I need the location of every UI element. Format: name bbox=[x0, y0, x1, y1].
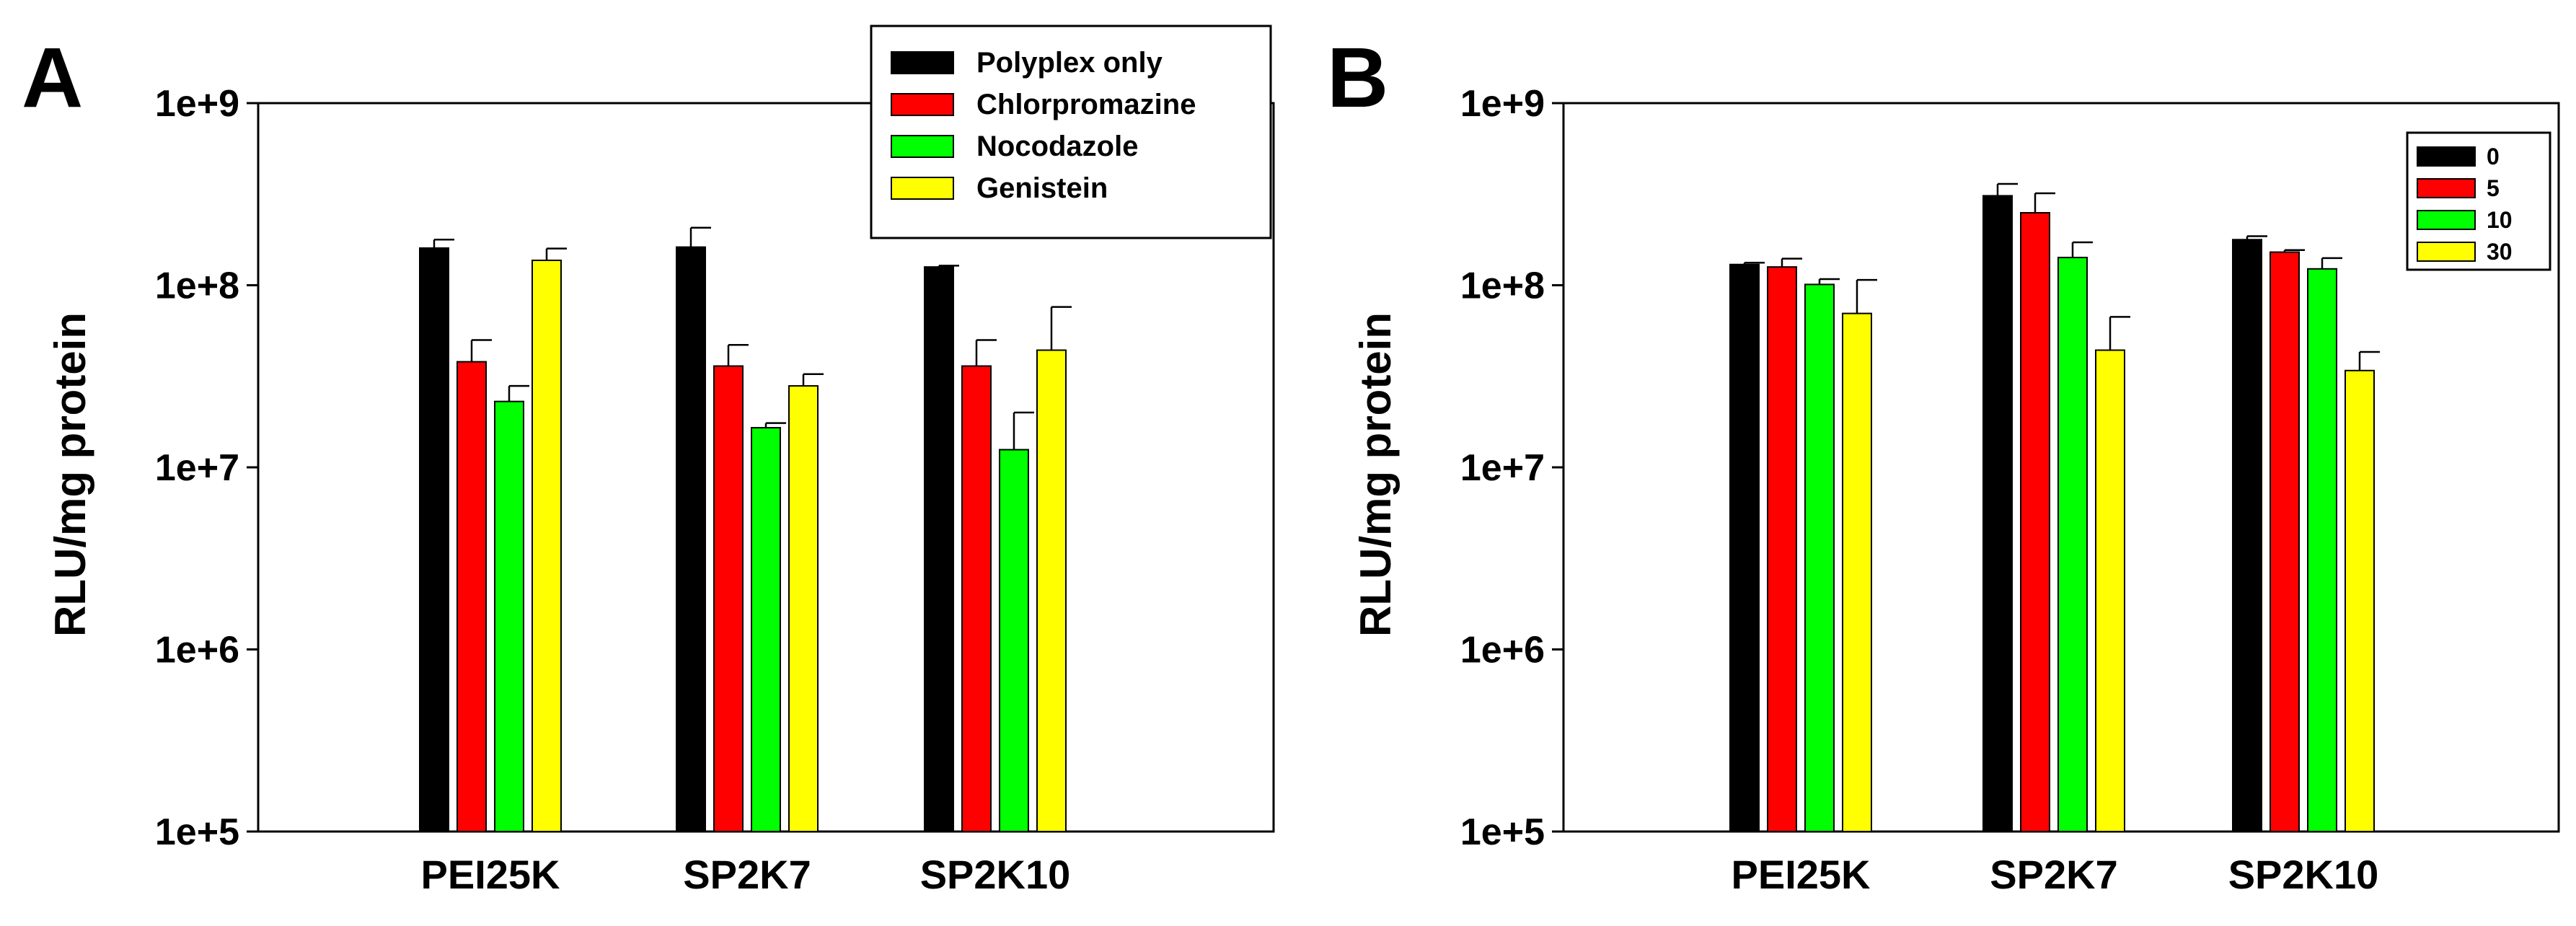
panel-b-bar bbox=[2232, 239, 2262, 833]
panel-b-legend-swatch bbox=[2417, 210, 2476, 230]
panel-a-y-tick-label: 1e+7 bbox=[155, 447, 239, 489]
panel-a: A RLU/mg protein 1e+5 1e+6 1e+7 1e+8 1e+9 PE… bbox=[22, 25, 1275, 897]
panel-a-category-label: SP2K10 bbox=[920, 852, 1071, 897]
panel-a-legend-swatch bbox=[891, 51, 954, 74]
panel-a-legend-label: Chlorpromazine bbox=[976, 89, 1196, 120]
panel-b-bars bbox=[1729, 182, 2380, 833]
panel-b-bar bbox=[1729, 263, 1760, 832]
panel-b-category-label: SP2K10 bbox=[2228, 852, 2379, 897]
panel-b-legend-swatch bbox=[2417, 178, 2476, 198]
panel-b-legend: 0 5 10 30 bbox=[2406, 131, 2551, 271]
panel-b-bar bbox=[2057, 257, 2088, 832]
panel-b-error-bar bbox=[1781, 257, 1802, 268]
panel-a-bars bbox=[419, 226, 1072, 833]
panel-b-y-tick-label: 1e+9 bbox=[1460, 83, 1545, 125]
panel-a-bar bbox=[1036, 349, 1067, 832]
panel-b-legend-swatch bbox=[2417, 146, 2476, 167]
panel-b-error-bar bbox=[2071, 241, 2093, 258]
panel-a-error-bar bbox=[1013, 411, 1034, 450]
panel-b-error-bar bbox=[2246, 235, 2267, 240]
panel-a-error-bar bbox=[508, 384, 529, 402]
panel-b-bar bbox=[2020, 212, 2050, 832]
panel-a-error-bar bbox=[545, 247, 567, 260]
panel-a-error-bar bbox=[938, 265, 959, 268]
panel-b-error-bar bbox=[2283, 249, 2305, 252]
panel-a-legend-swatch bbox=[891, 177, 954, 200]
panel-b-bar bbox=[2095, 349, 2125, 832]
panel-b-legend-label: 5 bbox=[2487, 175, 2500, 201]
panel-b-bar bbox=[2307, 268, 2337, 832]
panel-a-category-label: PEI25K bbox=[421, 852, 560, 897]
panel-a-error-bar bbox=[764, 422, 786, 428]
panel-b-error-bar bbox=[2358, 350, 2380, 371]
panel-a-letter: A bbox=[22, 30, 83, 125]
panel-b-bar bbox=[1767, 266, 1797, 832]
panel-b-error-bar bbox=[2321, 257, 2342, 269]
panel-b-legend-label: 10 bbox=[2487, 207, 2513, 233]
panel-a-category-labels: PEI25K SP2K7 SP2K10 bbox=[421, 852, 1071, 897]
panel-a-y-tick-label: 1e+6 bbox=[155, 630, 239, 671]
panel-a-y-tick-label: 1e+9 bbox=[155, 83, 239, 125]
panel-b-bar bbox=[1982, 195, 2013, 833]
panel-a-bar bbox=[713, 365, 744, 832]
panel-a-legend-label: Genistein bbox=[976, 172, 1108, 204]
panel-b-legend-label: 30 bbox=[2487, 239, 2513, 265]
panel-b-letter: B bbox=[1327, 30, 1388, 125]
panel-b-bar bbox=[2345, 369, 2375, 832]
panel-b-category-labels: PEI25K SP2K7 SP2K10 bbox=[1732, 852, 2379, 897]
panel-b-category-label: SP2K7 bbox=[1990, 852, 2117, 897]
panel-b-error-bar bbox=[1856, 278, 1877, 314]
panel-a-bar bbox=[999, 449, 1029, 832]
panel-b-category-label: PEI25K bbox=[1732, 852, 1871, 897]
panel-a-legend-swatch bbox=[891, 135, 954, 158]
panel-a-bar bbox=[924, 266, 954, 832]
panel-a-y-axis-label: RLU/mg protein bbox=[46, 312, 94, 637]
panel-b-bar bbox=[2270, 251, 2300, 833]
panel-a-error-bar bbox=[689, 226, 711, 247]
panel-b-bar bbox=[1842, 312, 1872, 832]
panel-b-bar bbox=[1804, 283, 1835, 832]
panel-a-bar bbox=[419, 247, 449, 832]
panel-a-bar bbox=[531, 259, 562, 833]
panel-a-error-bar bbox=[802, 373, 824, 387]
panel-a-bar bbox=[961, 365, 992, 832]
panel-b-error-bar bbox=[2034, 192, 2055, 213]
panel-b-y-tick-label: 1e+8 bbox=[1460, 265, 1545, 307]
panel-a-bar bbox=[494, 400, 524, 832]
panel-b-legend-label: 0 bbox=[2487, 144, 2500, 169]
panel-a-bar bbox=[456, 361, 487, 833]
panel-a-bar bbox=[788, 385, 819, 832]
panel-a-error-bar bbox=[433, 239, 454, 248]
panel-a-legend-swatch bbox=[891, 93, 954, 116]
panel-b-error-bar bbox=[2109, 316, 2130, 350]
panel-b-y-ticks: 1e+5 1e+6 1e+7 1e+8 1e+9 bbox=[1460, 83, 1563, 853]
panel-b: B RLU/mg protein 1e+5 1e+6 1e+7 1e+8 1e+9 PE… bbox=[1327, 30, 2560, 897]
panel-b-y-tick-label: 1e+5 bbox=[1460, 811, 1545, 853]
panel-b-error-bar bbox=[1818, 278, 1840, 285]
panel-a-legend: Polyplex only Chlorpromazine Nocodazole Gen… bbox=[870, 25, 1272, 239]
panel-a-bar bbox=[676, 246, 706, 832]
panel-a-category-label: SP2K7 bbox=[683, 852, 811, 897]
panel-a-y-tick-label: 1e+8 bbox=[155, 265, 239, 307]
panel-a-y-ticks: 1e+5 1e+6 1e+7 1e+8 1e+9 bbox=[155, 83, 258, 853]
panel-b-y-tick-label: 1e+7 bbox=[1460, 447, 1545, 489]
panel-b-legend-swatch bbox=[2417, 242, 2476, 262]
panel-a-error-bar bbox=[1050, 306, 1072, 350]
panel-b-error-bar bbox=[1743, 261, 1765, 265]
panel-a-error-bar bbox=[975, 339, 997, 366]
panel-b-y-tick-label: 1e+6 bbox=[1460, 630, 1545, 671]
panel-a-legend-label: Nocodazole bbox=[976, 131, 1138, 162]
panel-b-error-bar bbox=[1996, 182, 2018, 196]
panel-a-error-bar bbox=[727, 344, 749, 366]
panel-a-bar bbox=[751, 427, 781, 832]
panel-a-y-tick-label: 1e+5 bbox=[155, 811, 239, 853]
panel-b-y-axis-label: RLU/mg protein bbox=[1351, 312, 1400, 637]
panel-a-legend-label: Polyplex only bbox=[976, 47, 1163, 79]
panel-a-error-bar bbox=[470, 339, 492, 362]
